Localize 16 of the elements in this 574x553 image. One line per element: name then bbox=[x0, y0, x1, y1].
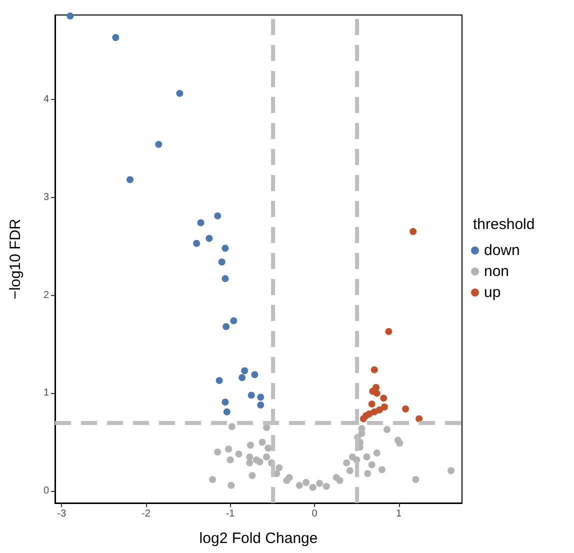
x-tick-label: 1 bbox=[396, 508, 402, 520]
x-axis-title: log2 Fold Change bbox=[199, 530, 318, 547]
y-axis-title: −log10 FDR bbox=[7, 218, 24, 300]
x-tick-label: 0 bbox=[312, 508, 318, 520]
y-tick-label: 2 bbox=[43, 290, 50, 301]
x-tick-label: -3 bbox=[57, 508, 67, 520]
y-tick-label: 0 bbox=[43, 486, 50, 497]
legend-title: threshold bbox=[473, 216, 535, 233]
x-tick-label: -2 bbox=[142, 508, 151, 520]
legend-label: down bbox=[484, 242, 520, 259]
y-tick-label: 4 bbox=[43, 94, 50, 105]
y-tick-label: 3 bbox=[43, 192, 50, 203]
y-tick-label: 1 bbox=[43, 388, 50, 399]
legend-label: non bbox=[484, 263, 510, 280]
legend-label: up bbox=[484, 284, 501, 301]
x-tick-label: -1 bbox=[226, 508, 236, 520]
